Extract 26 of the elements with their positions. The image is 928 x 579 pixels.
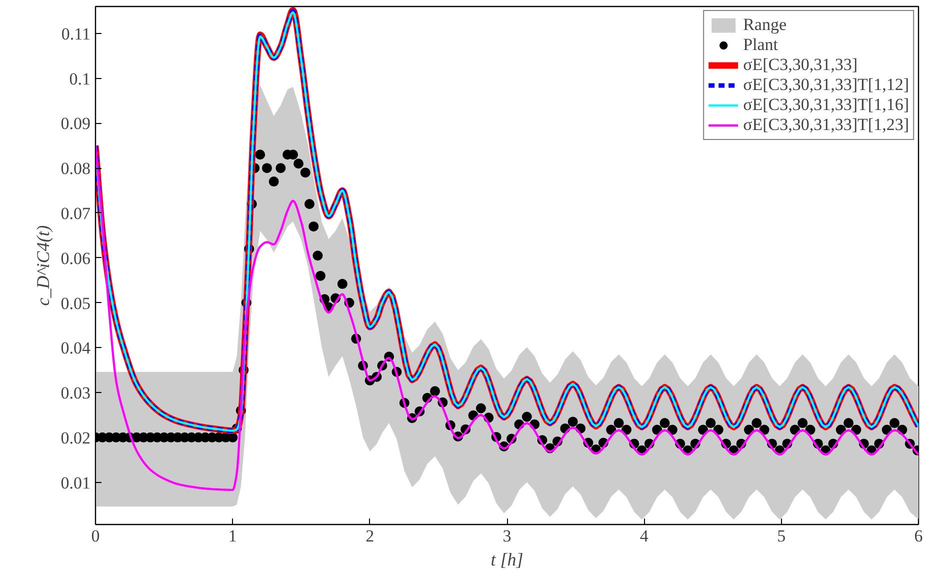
y-tick-label: 0.05 [60,294,90,313]
legend-label: Plant [743,35,778,55]
y-tick-label: 0.08 [60,159,90,178]
x-tick-label: 2 [366,526,374,546]
x-tick-label: 0 [91,526,100,546]
x-axis-title: t [h] [490,550,524,570]
y-tick-label: 0.1 [69,69,90,88]
legend-label: Range [743,15,787,35]
x-tick-label: 4 [640,526,649,546]
y-tick-label: 0.01 [60,473,90,492]
x-tick-label: 1 [228,526,237,546]
legend-label: σE[C3,30,31,33]T[1,12] [743,75,909,95]
y-tick-label: 0.03 [60,384,90,403]
y-tick-label: 0.07 [60,204,91,223]
legend-label: σE[C3,30,31,33]T[1,16] [743,95,909,115]
x-tick-label: 6 [914,526,923,546]
y-tick-label: 0.04 [60,338,91,358]
legend-label: σE[C3,30,31,33] [743,55,858,75]
y-axis-title: c_D^iC4(t) [32,225,53,306]
y-tick-label: 0.02 [60,428,90,448]
y-tick-label: 0.09 [60,114,90,134]
y-tick-label: 0.06 [60,248,90,268]
x-tick-label: 3 [502,526,512,546]
x-tick-label: 5 [777,526,786,546]
y-tick-label: 0.11 [61,24,91,44]
legend-label: σE[C3,30,31,33]T[1,23] [743,115,909,135]
